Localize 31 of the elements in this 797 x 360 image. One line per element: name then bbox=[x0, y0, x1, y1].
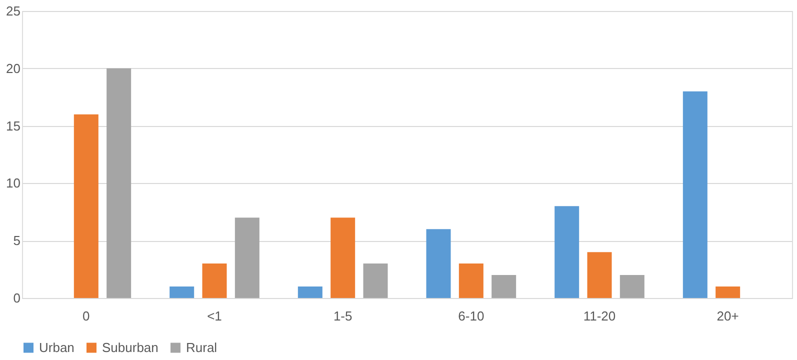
x-tick-label: 1-5 bbox=[333, 308, 352, 324]
bar bbox=[298, 286, 322, 298]
bar bbox=[234, 218, 260, 298]
x-tick-label: <1 bbox=[207, 308, 222, 324]
bar bbox=[363, 264, 388, 298]
bar bbox=[458, 264, 484, 298]
y-tick-label: 20 bbox=[6, 60, 20, 76]
bar bbox=[106, 68, 132, 298]
y-tick-label: 25 bbox=[6, 4, 20, 18]
y-tick-label: 0 bbox=[13, 290, 20, 306]
bar bbox=[587, 252, 612, 298]
bar bbox=[620, 275, 644, 298]
bar bbox=[716, 286, 740, 298]
bar bbox=[426, 229, 451, 298]
bar bbox=[202, 264, 227, 298]
bar bbox=[330, 218, 356, 298]
x-tick-label: 6-10 bbox=[458, 308, 484, 324]
legend-label: Suburban bbox=[102, 340, 158, 355]
bar bbox=[682, 91, 708, 298]
y-tick-label: 15 bbox=[6, 118, 20, 134]
bar bbox=[554, 206, 580, 298]
bar bbox=[492, 275, 516, 298]
bar bbox=[74, 114, 98, 298]
bar bbox=[170, 286, 194, 298]
legend-label: Urban bbox=[39, 340, 74, 355]
x-tick-label: 0 bbox=[82, 308, 90, 324]
y-tick-label: 5 bbox=[13, 233, 20, 248]
y-tick-label: 10 bbox=[6, 176, 20, 191]
x-tick-label: 11-20 bbox=[583, 308, 616, 324]
legend-label: Rural bbox=[186, 340, 218, 355]
x-tick-label: 20+ bbox=[716, 308, 739, 324]
